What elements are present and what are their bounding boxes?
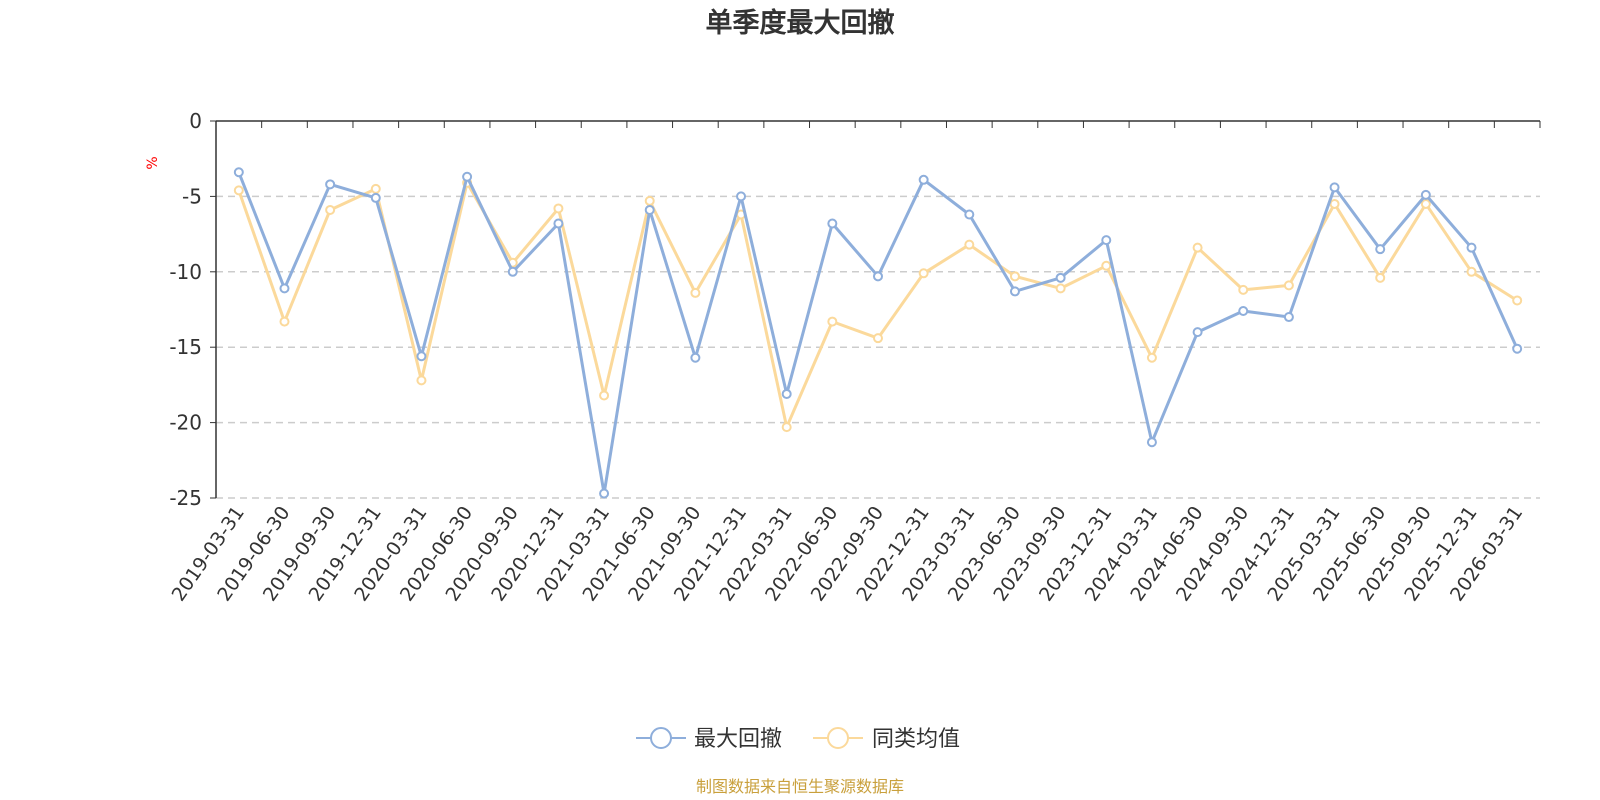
data-point [736, 191, 747, 202]
data-point [781, 388, 792, 399]
data-point [599, 488, 610, 499]
data-point [827, 316, 838, 327]
chart-title: 单季度最大回撤 [706, 7, 895, 39]
data-point [827, 218, 838, 229]
data-point [918, 268, 929, 279]
data-point [416, 351, 427, 362]
data-point [1238, 306, 1249, 317]
data-point [1009, 286, 1020, 297]
data-point [873, 333, 883, 344]
data-point [462, 171, 473, 182]
data-point [279, 283, 290, 294]
data-point [599, 390, 610, 401]
data-point [873, 271, 883, 282]
data-point [1329, 182, 1340, 193]
data-point [416, 375, 427, 386]
series-lines [233, 167, 1523, 499]
y-tick-label: -20 [169, 411, 202, 435]
y-tick-label: -10 [169, 260, 202, 284]
axes [215, 120, 1540, 498]
data-point [1466, 242, 1477, 253]
y-tick-label: -25 [169, 486, 202, 510]
data-point [1055, 283, 1066, 294]
legend-item-max-drawdown[interactable]: 最大回撤 [636, 727, 782, 752]
data-point [964, 209, 975, 220]
data-point [553, 203, 564, 214]
data-point [370, 192, 381, 203]
data-point [690, 352, 701, 363]
y-tick-label: -15 [169, 335, 202, 359]
data-point [1283, 312, 1294, 323]
data-point [1146, 352, 1157, 363]
data-point [644, 195, 655, 206]
data-point [1055, 272, 1066, 283]
y-tick-label: 0 [189, 109, 202, 133]
data-point [1420, 189, 1431, 200]
legend: 最大回撤 同类均值 [636, 727, 960, 752]
data-point [1146, 437, 1157, 448]
series-max-drawdown [233, 167, 1523, 499]
series-line [237, 181, 1518, 429]
data-point [553, 218, 564, 229]
data-point [1283, 280, 1294, 291]
data-point [507, 266, 518, 277]
data-point [918, 174, 929, 185]
series-peer-average [233, 177, 1523, 433]
data-point [644, 204, 655, 215]
data-point [1329, 198, 1340, 209]
legend-marker-icon [650, 727, 672, 749]
y-tick-label: -5 [182, 184, 202, 208]
legend-marker-icon [827, 727, 849, 749]
data-point [233, 167, 244, 178]
data-point [1512, 295, 1523, 306]
data-point [1192, 327, 1203, 338]
data-point [325, 204, 336, 215]
legend-label-max-drawdown: 最大回撤 [694, 727, 782, 752]
data-point [1009, 271, 1020, 282]
data-source-note: 制图数据来自恒生聚源数据库 [696, 777, 904, 796]
data-point [1238, 284, 1249, 295]
data-point [1101, 235, 1112, 246]
data-point [1101, 260, 1112, 271]
data-point [1375, 272, 1386, 283]
legend-label-peer-average: 同类均值 [872, 727, 960, 752]
data-point [1375, 244, 1386, 255]
legend-item-peer-average[interactable]: 同类均值 [813, 727, 960, 752]
data-point [1192, 242, 1203, 253]
data-point [781, 422, 792, 433]
data-point [279, 316, 290, 327]
y-axis-unit-label: % [145, 156, 161, 169]
data-point [1466, 266, 1477, 277]
data-point [1420, 198, 1431, 209]
data-point [233, 185, 244, 196]
data-point [690, 287, 701, 298]
data-point [1512, 343, 1523, 354]
y-axis-ticks: 0 -5 -10 -15 -20 -25 [169, 109, 216, 510]
data-point [370, 183, 381, 194]
data-point [964, 239, 975, 250]
data-point [325, 179, 336, 190]
